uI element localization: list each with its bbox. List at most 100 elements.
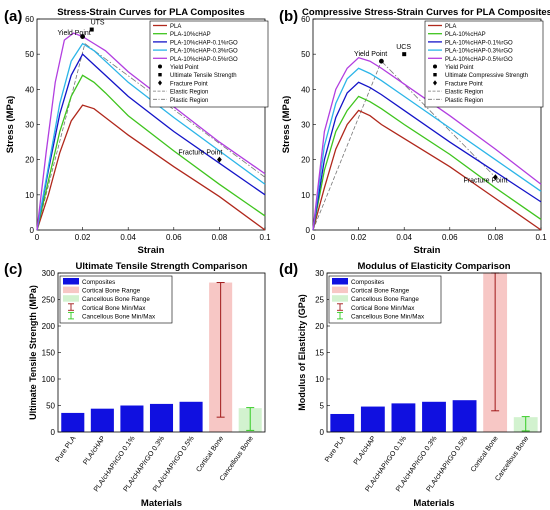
annotation-label: UTS	[91, 19, 105, 26]
marker-point	[80, 34, 85, 39]
legend-label: Plastic Region	[170, 98, 208, 104]
y-axis-label: Stress (MPa)	[281, 96, 292, 154]
y-axis-label: Ultimate Tensile Strength (MPa)	[28, 285, 38, 420]
panel-label-c: (c)	[4, 261, 23, 278]
legend-marker-swatch	[433, 64, 437, 69]
x-category-label: Cancellous Bone	[219, 435, 255, 482]
legend-label: Composites	[82, 279, 115, 286]
y-tick-label: 0	[30, 226, 35, 235]
legend-swatch	[63, 286, 79, 294]
series-line	[36, 32, 266, 231]
composite-bar	[330, 413, 355, 432]
y-tick-label: 30	[25, 121, 34, 130]
annotation-label: UCS	[396, 44, 411, 51]
legend-label: Cancellous Bone Range	[82, 296, 150, 303]
legend-label: PLA-10%cHAP-0.3%rGO	[445, 49, 513, 55]
legend-marker-swatch	[158, 80, 162, 86]
chart-title: Ultimate Tensile Strength Comparison	[76, 261, 248, 272]
y-tick-label: 5	[320, 402, 325, 411]
legend-swatch	[332, 286, 348, 294]
x-axis-label: Strain	[138, 245, 165, 256]
legend-label: PLA	[445, 24, 456, 30]
composite-bar	[179, 401, 203, 432]
x-tick-label: 0.04	[120, 233, 136, 242]
legend-label: PLA-10%cHAP	[445, 32, 486, 38]
legend-box	[149, 20, 269, 108]
composite-bar	[360, 406, 385, 432]
modulus-bar-chart: Modulus of Elasticity Comparison 0 5 10 15 20…	[297, 261, 542, 509]
legend-label: Fracture Point	[170, 81, 208, 87]
panel-a: Stress-Strain Curves for PLA Composites 0…	[0, 0, 275, 256]
y-tick-label: 300	[42, 269, 56, 278]
annotation-label: Yield Point	[354, 51, 387, 58]
legend-label: PLA-10%cHAP-0.5%rGO	[170, 57, 238, 63]
legend-label: Yield Point	[445, 65, 474, 71]
y-tick-label: 20	[301, 156, 310, 165]
x-tick-label: 0.06	[442, 233, 458, 242]
composite-bar	[452, 400, 477, 432]
legend-swatch	[63, 295, 79, 302]
legend-label: Fracture Point	[445, 81, 483, 87]
y-tick-label: 20	[315, 322, 324, 331]
series-line	[312, 95, 542, 231]
legend-label: Plastic Region	[445, 98, 483, 104]
legend-swatch	[332, 295, 348, 302]
marker-point	[89, 27, 94, 32]
panel-label-b: (b)	[279, 8, 299, 25]
legend-marker-swatch	[158, 73, 162, 77]
panel-label-a: (a)	[4, 8, 23, 25]
legend-label: Cortical Bone Min/Max	[82, 305, 146, 312]
marker-point	[217, 156, 222, 163]
y-tick-label: 20	[25, 156, 34, 165]
series-line	[312, 56, 542, 231]
x-tick-label: 0.04	[396, 233, 412, 242]
y-tick-label: 100	[42, 375, 56, 384]
panel-label-d: (d)	[279, 261, 299, 278]
composite-bar	[391, 403, 416, 432]
legend-swatch	[332, 278, 348, 285]
x-tick-label: 0.1	[535, 233, 547, 242]
y-tick-label: 50	[25, 50, 34, 59]
x-category-label: PLA/cHAP	[353, 435, 378, 466]
legend-label: Cortical Bone Range	[351, 288, 410, 295]
y-tick-label: 0	[306, 226, 311, 235]
legend-label: Elastic Region	[445, 90, 483, 96]
legend-label: PLA-10%cHAP-0.5%rGO	[445, 57, 513, 63]
y-tick-label: 40	[301, 85, 310, 94]
reference-line	[84, 43, 266, 178]
y-tick-label: 150	[42, 349, 56, 358]
composite-bar	[422, 401, 446, 432]
annotation-label: Yield Point	[58, 30, 91, 37]
marker-point	[379, 58, 384, 64]
y-tick-label: 30	[315, 269, 324, 278]
panel-b: Compressive Stress-Strain Curves for PLA…	[275, 0, 550, 256]
y-tick-label: 15	[315, 349, 324, 358]
y-tick-label: 10	[301, 191, 310, 200]
legend-marker-swatch	[433, 80, 437, 86]
x-axis-label: Strain	[414, 245, 441, 256]
series-line	[36, 74, 266, 231]
y-tick-label: 60	[25, 15, 34, 24]
panel-d: Modulus of Elasticity Comparison 0 5 10 15 20…	[275, 255, 550, 510]
panel-c: Ultimate Tensile Strength Comparison 0 50 1…	[0, 255, 275, 510]
x-tick-label: 0.06	[166, 233, 182, 242]
x-tick-label: 0.02	[351, 233, 367, 242]
x-axis-label: Materials	[141, 498, 182, 509]
tensile-strength-bar-chart: Ultimate Tensile Strength Comparison 0 50 1…	[28, 261, 266, 509]
x-category-label: Cortical Bone	[470, 435, 500, 474]
y-tick-label: 50	[301, 50, 310, 59]
composite-bar	[120, 405, 144, 432]
x-tick-label: 0.1	[259, 233, 271, 242]
x-tick-label: 0	[35, 233, 40, 242]
y-tick-label: 200	[42, 322, 56, 331]
chart-title: Stress-Strain Curves for PLA Composites	[57, 7, 245, 18]
y-axis-label: Modulus of Elasticity (GPa)	[297, 294, 307, 411]
y-tick-label: 10	[25, 191, 34, 200]
chart-title: Compressive Stress-Strain Curves for PLA…	[302, 7, 550, 18]
legend-box	[424, 20, 544, 108]
legend-label: Cortical Bone Min/Max	[351, 305, 415, 312]
series-line	[36, 42, 266, 231]
legend-marker-swatch	[158, 64, 162, 69]
y-tick-label: 60	[301, 15, 310, 24]
y-tick-label: 10	[315, 375, 324, 384]
